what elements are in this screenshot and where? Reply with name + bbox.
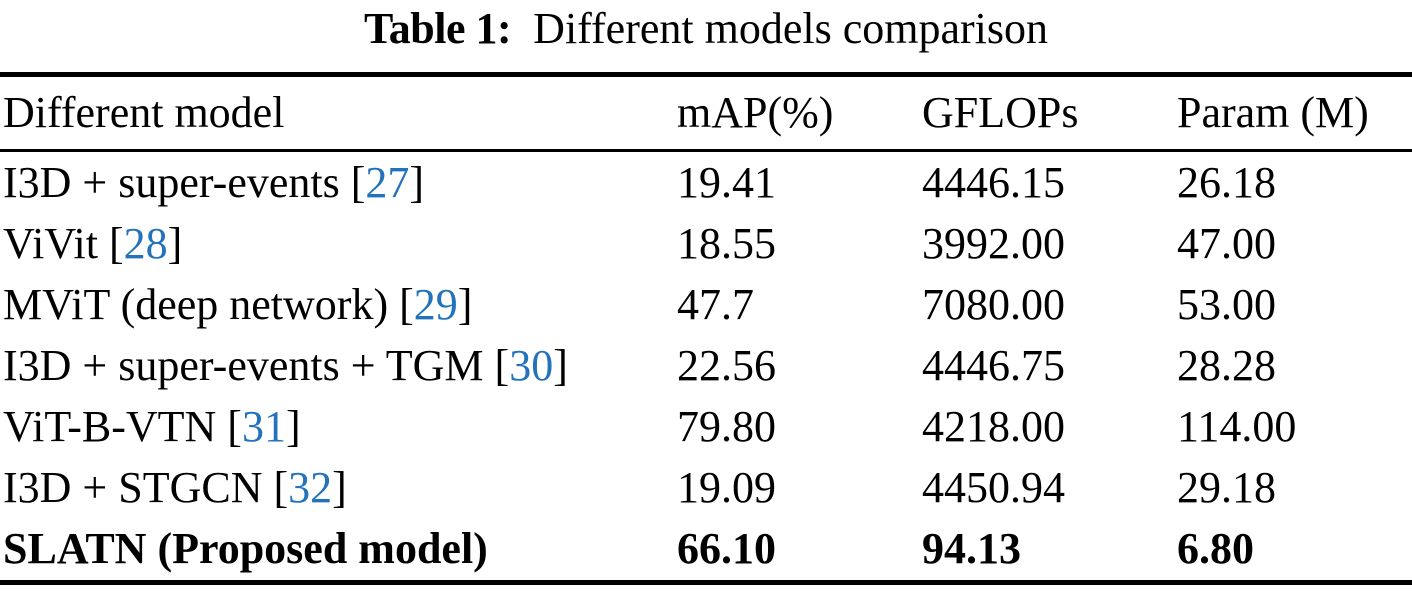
table-bottom-rule bbox=[0, 580, 1412, 585]
citation-bracket-open: [ bbox=[494, 340, 510, 390]
model-name-cell: I3D + super-events + TGM [30] bbox=[0, 340, 677, 390]
citation-bracket-open: [ bbox=[399, 279, 414, 329]
citation-bracket-close: ] bbox=[285, 402, 301, 452]
citation-bracket-close: ] bbox=[332, 463, 347, 513]
param-value: 28.28 bbox=[1177, 340, 1276, 390]
table-row-proposed-model: SLATN (Proposed model) 66.10 94.13 6.80 bbox=[0, 519, 1412, 580]
model-name: SLATN (Proposed model) bbox=[3, 524, 488, 574]
model-name: MViT (deep network) bbox=[3, 279, 400, 329]
gflops-value: 3992.00 bbox=[922, 218, 1065, 268]
table-row: MViT (deep network) [29] 47.7 7080.00 53… bbox=[0, 274, 1412, 335]
param-value: 114.00 bbox=[1177, 402, 1297, 452]
table-caption-text: Different models comparison bbox=[533, 4, 1049, 53]
gflops-value: 4218.00 bbox=[922, 402, 1065, 452]
citation-link[interactable]: 31 bbox=[241, 402, 286, 452]
citation-bracket-open: [ bbox=[273, 463, 289, 513]
gflops-value: 4446.75 bbox=[922, 340, 1065, 390]
table-row: ViVit [28] 18.55 3992.00 47.00 bbox=[0, 213, 1412, 274]
table-row: I3D + super-events + TGM [30] 22.56 4446… bbox=[0, 335, 1412, 396]
model-name-cell: ViT-B-VTN [31] bbox=[0, 405, 677, 449]
header-map: mAP(%) bbox=[677, 88, 834, 137]
map-value: 22.56 bbox=[677, 340, 776, 390]
model-name-cell: MViT (deep network) [29] bbox=[0, 279, 677, 329]
param-value: 26.18 bbox=[1177, 157, 1276, 207]
map-value: 18.55 bbox=[677, 218, 776, 268]
citation-bracket-close: ] bbox=[457, 279, 473, 329]
citation-bracket-open: [ bbox=[108, 218, 124, 268]
table-header-rule bbox=[0, 149, 1412, 152]
model-name: I3D + super-events bbox=[3, 157, 351, 207]
header-different-model: Different model bbox=[3, 88, 285, 137]
citation-link[interactable]: 30 bbox=[509, 340, 554, 390]
param-value: 47.00 bbox=[1177, 218, 1276, 268]
model-name-cell: I3D + super-events [27] bbox=[0, 157, 677, 207]
map-value: 19.09 bbox=[677, 463, 776, 513]
map-value: 47.7 bbox=[677, 279, 754, 329]
model-name: ViT-B-VTN bbox=[3, 402, 228, 452]
gflops-value: 7080.00 bbox=[922, 279, 1065, 329]
model-name-cell: SLATN (Proposed model) bbox=[0, 527, 677, 571]
table-top-rule bbox=[0, 72, 1412, 77]
table-row: I3D + super-events [27] 19.41 4446.15 26… bbox=[0, 152, 1412, 213]
header-gflops: GFLOPs bbox=[922, 88, 1079, 137]
citation-link[interactable]: 32 bbox=[288, 463, 333, 513]
citation-bracket-open: [ bbox=[350, 157, 366, 207]
citation-bracket-close: ] bbox=[553, 340, 568, 390]
model-name: I3D + STGCN bbox=[3, 463, 274, 513]
citation-bracket-open: [ bbox=[227, 402, 242, 452]
map-value: 66.10 bbox=[677, 524, 776, 574]
map-value: 19.41 bbox=[677, 157, 776, 207]
gflops-value: 4450.94 bbox=[922, 463, 1065, 513]
map-value: 79.80 bbox=[677, 402, 776, 452]
gflops-value: 94.13 bbox=[922, 524, 1021, 574]
table-caption-label: Table 1: bbox=[363, 4, 512, 53]
param-value: 6.80 bbox=[1177, 524, 1254, 574]
citation-link[interactable]: 28 bbox=[123, 218, 168, 268]
model-name-cell: ViVit [28] bbox=[0, 218, 677, 268]
citation-link[interactable]: 29 bbox=[413, 279, 458, 329]
citation-link[interactable]: 27 bbox=[365, 157, 410, 207]
gflops-value: 4446.15 bbox=[922, 157, 1065, 207]
table-row: I3D + STGCN [32] 19.09 4450.94 29.18 bbox=[0, 458, 1412, 519]
table-body: I3D + super-events [27] 19.41 4446.15 26… bbox=[0, 152, 1412, 580]
table-caption: Table 1: Different models comparison bbox=[0, 0, 1412, 72]
citation-bracket-close: ] bbox=[409, 157, 425, 207]
table-row: ViT-B-VTN [31] 79.80 4218.00 114.00 bbox=[0, 397, 1412, 458]
header-param: Param (M) bbox=[1177, 88, 1369, 137]
param-value: 53.00 bbox=[1177, 279, 1276, 329]
table-header-row: Different model mAP(%) GFLOPs Param (M) bbox=[0, 77, 1412, 149]
model-name: ViVit bbox=[3, 218, 109, 268]
param-value: 29.18 bbox=[1177, 463, 1276, 513]
model-name-cell: I3D + STGCN [32] bbox=[0, 466, 677, 510]
model-name: I3D + super-events + TGM bbox=[3, 340, 495, 390]
citation-bracket-close: ] bbox=[167, 218, 183, 268]
